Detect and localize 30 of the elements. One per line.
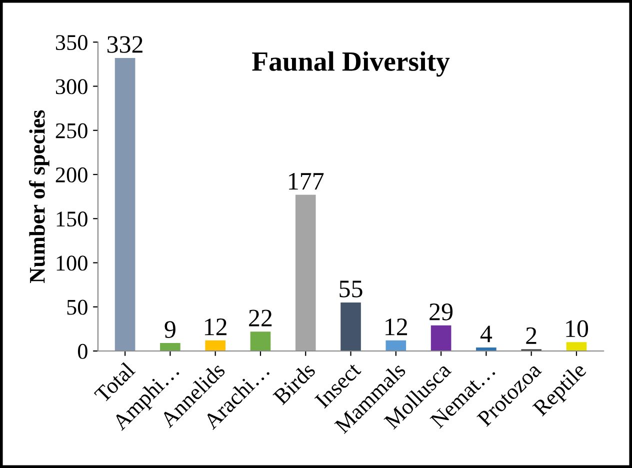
y-tick-label: 200 — [56, 167, 88, 182]
y-axis-title: Number of species — [28, 110, 50, 283]
chart-title: Faunal Diversity — [252, 51, 450, 77]
data-label: 4 — [480, 326, 492, 342]
bar — [205, 340, 226, 351]
y-tick-label: 0 — [78, 344, 88, 359]
y-tick-label: 50 — [67, 300, 88, 315]
y-tick-label: 100 — [56, 256, 88, 271]
y-tick-label: 350 — [56, 35, 88, 50]
bar — [430, 325, 452, 351]
data-label: 2 — [526, 327, 536, 344]
bar — [386, 340, 406, 351]
data-label: 12 — [386, 318, 408, 336]
bar — [114, 58, 136, 351]
data-label: 332 — [107, 36, 142, 53]
y-tick-label: 300 — [56, 79, 88, 94]
data-label: 9 — [164, 321, 176, 338]
data-label: 22 — [249, 310, 272, 326]
bar — [295, 194, 316, 351]
bar — [566, 342, 587, 351]
bar — [340, 302, 361, 351]
bar — [250, 332, 271, 351]
data-label: 10 — [566, 320, 588, 338]
y-tick-label: 150 — [56, 212, 88, 227]
data-label: 177 — [289, 172, 324, 190]
data-label: 12 — [205, 318, 226, 336]
y-tick-label: 250 — [56, 123, 88, 138]
bar — [160, 343, 180, 351]
data-label: 29 — [430, 304, 453, 320]
data-label: 55 — [340, 280, 362, 298]
